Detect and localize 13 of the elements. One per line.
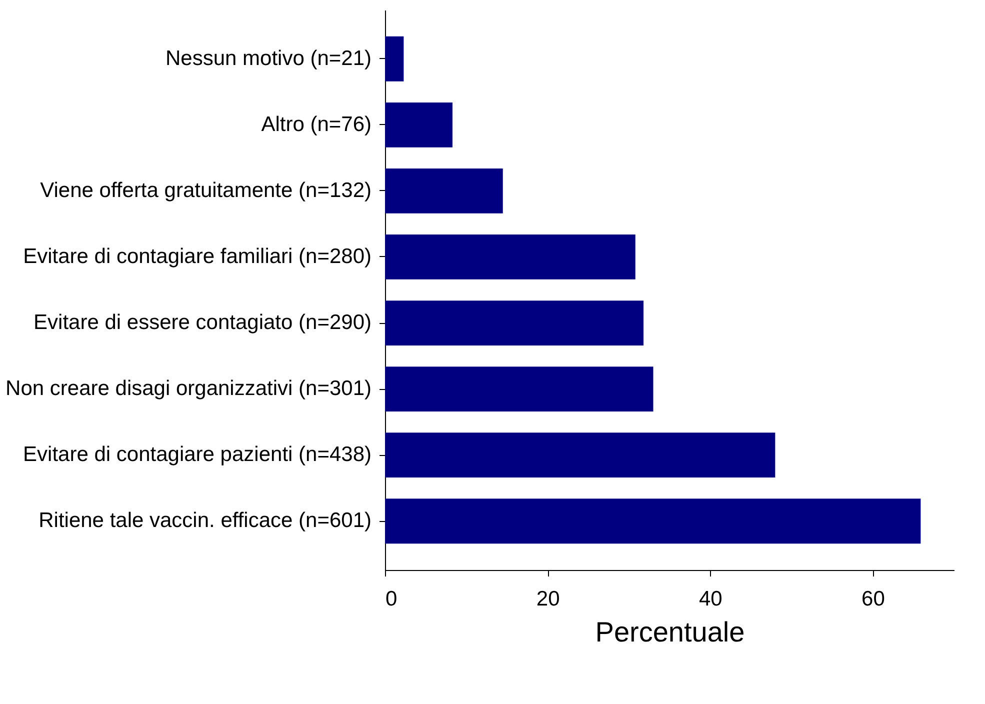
x-axis-title: Percentuale <box>595 616 745 648</box>
x-tick-label: 20 <box>536 588 560 610</box>
x-tick-label: 40 <box>698 588 722 610</box>
x-tick-label: 60 <box>862 588 885 610</box>
y-tick-label: Ritiene tale vaccin. efficace (n=601) <box>38 509 372 532</box>
y-tick-label: Altro (n=76) <box>261 112 372 136</box>
y-tick-label: Evitare di contagiare pazienti (n=438) <box>23 443 372 466</box>
y-tick-label: Evitare di essere contagiato (n=290) <box>34 311 372 334</box>
y-tick-label: Nessun motivo (n=21) <box>165 46 372 70</box>
y-tick-label: Evitare di contagiare familiari (n=280) <box>23 244 372 268</box>
y-tick-label: Non creare disagi organizzativi (n=301) <box>6 377 372 400</box>
y-tick-label: Viene offerta gratuitamente (n=132) <box>40 178 372 202</box>
x-tick-label: 0 <box>386 588 398 610</box>
